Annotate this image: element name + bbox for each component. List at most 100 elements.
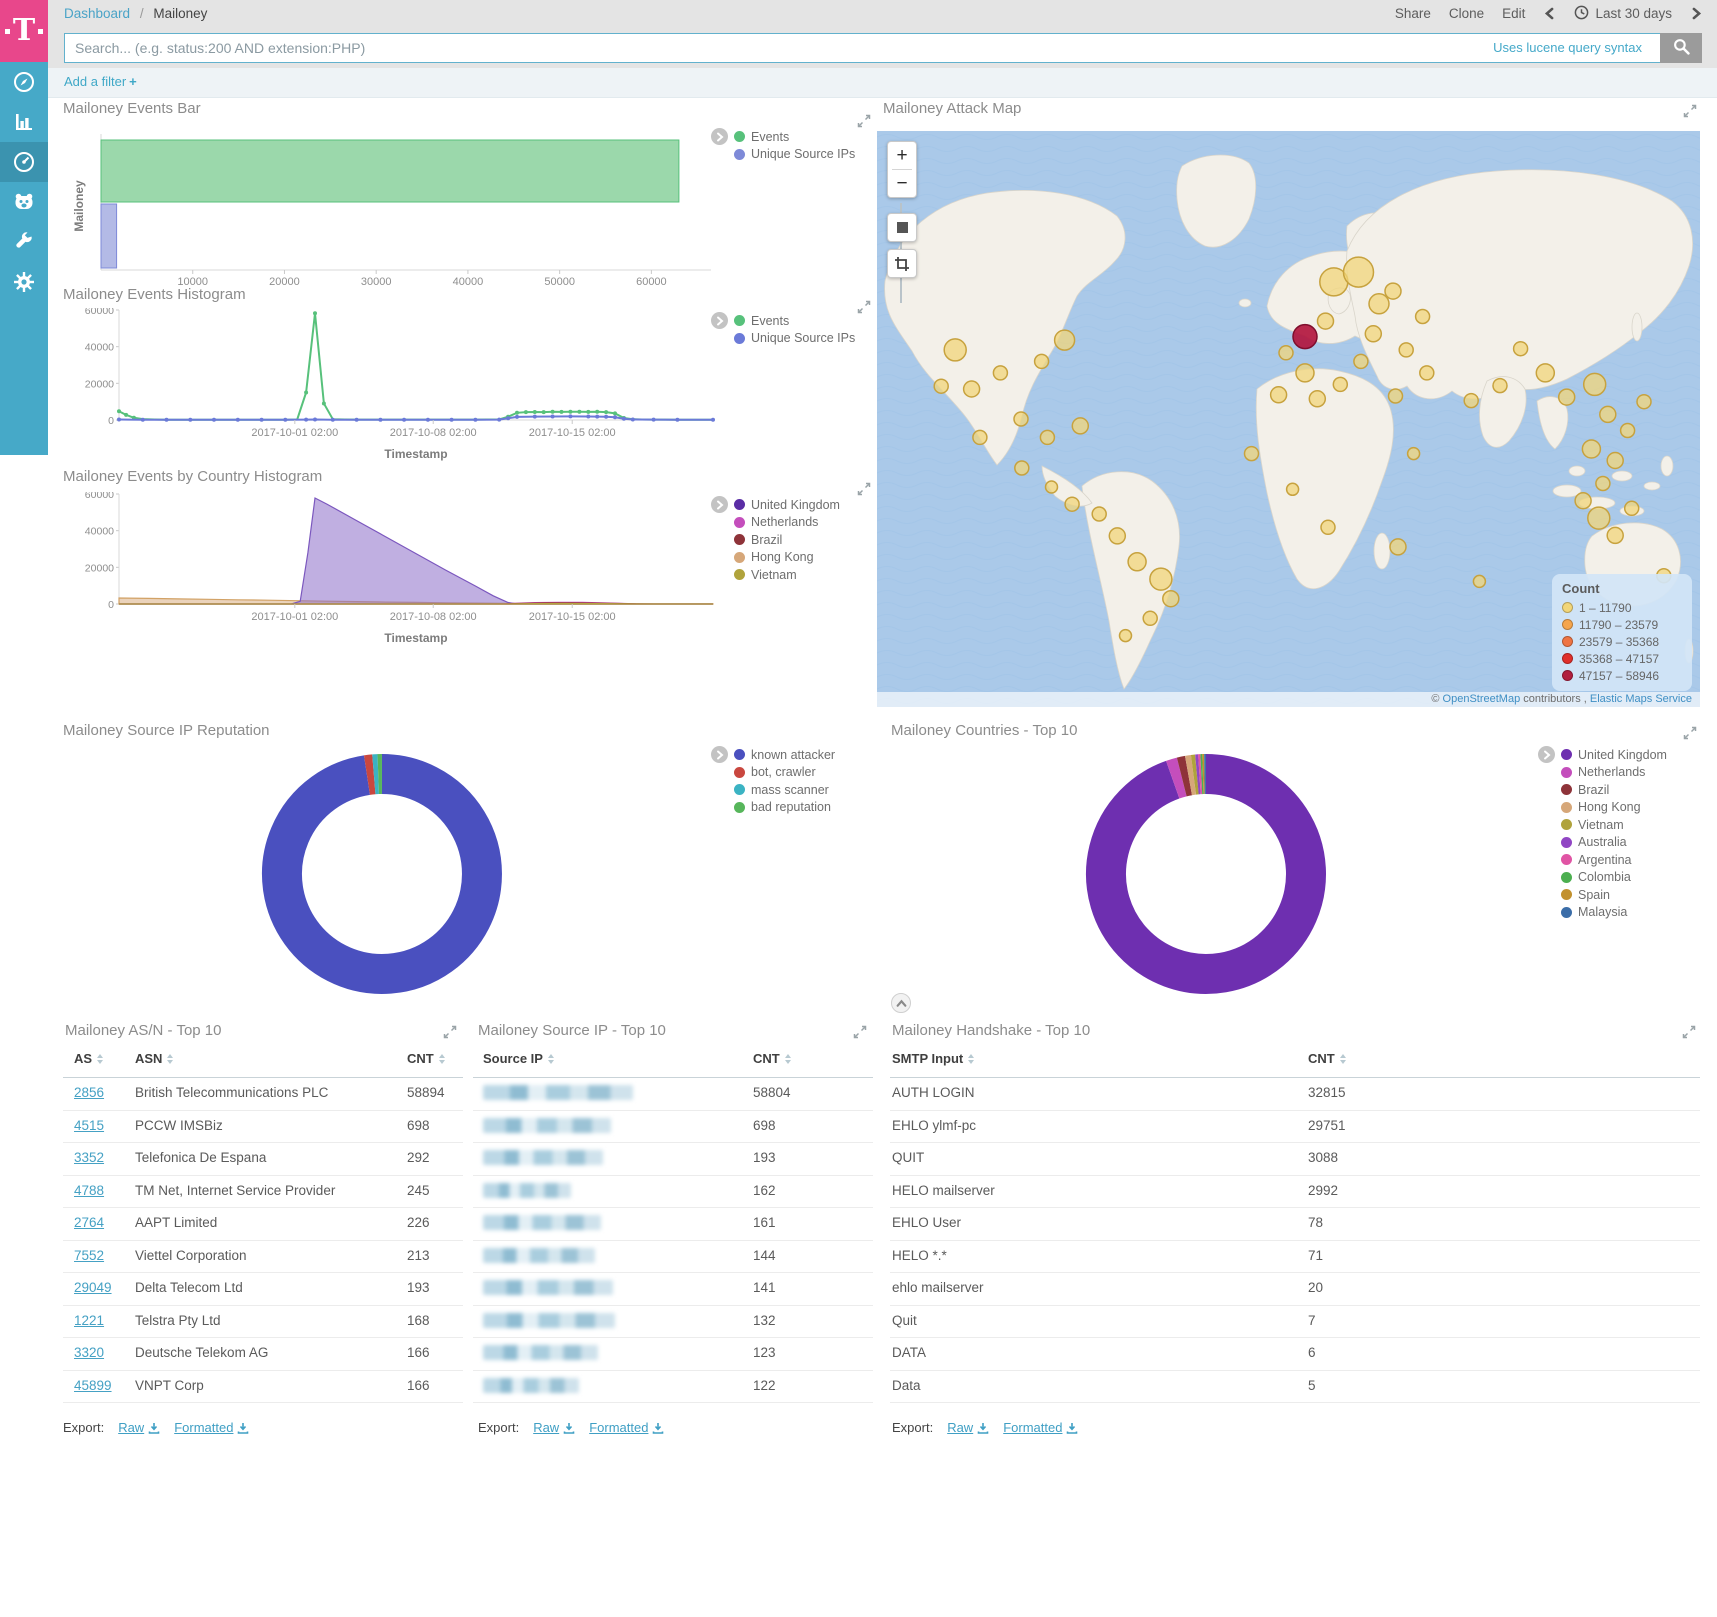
legend-toggle-icon[interactable] <box>1538 746 1555 763</box>
legend-item[interactable]: Events <box>734 128 855 146</box>
expand-icon[interactable] <box>443 1025 457 1044</box>
as-number-link[interactable]: 3352 <box>74 1150 105 1165</box>
clone-button[interactable]: Clone <box>1448 6 1485 21</box>
search-button[interactable] <box>1660 33 1702 63</box>
legend-item[interactable]: Spain <box>1561 886 1667 904</box>
as-number-link[interactable]: 2764 <box>74 1215 105 1230</box>
sidebar-item-t-pot[interactable] <box>0 182 48 222</box>
expand-icon[interactable] <box>857 300 871 319</box>
legend-item[interactable]: United Kingdom <box>1561 746 1667 764</box>
legend-item[interactable]: Vietnam <box>1561 816 1667 834</box>
column-header-source-ip[interactable]: Source IP <box>483 1051 555 1066</box>
legend-item[interactable]: Brazil <box>1561 781 1667 799</box>
column-header-asn[interactable]: ASN <box>135 1051 174 1066</box>
zoom-in-button[interactable]: + <box>896 144 908 166</box>
export-raw-link[interactable]: Raw <box>533 1420 575 1435</box>
asn-name: VNPT Corp <box>135 1377 204 1393</box>
legend-item[interactable]: Malaysia <box>1561 904 1667 922</box>
export-formatted-link[interactable]: Formatted <box>174 1420 249 1435</box>
legend-toggle-icon[interactable] <box>711 128 728 145</box>
search-input[interactable] <box>64 33 1660 63</box>
fit-bounds-control <box>887 213 917 242</box>
column-header-cnt[interactable]: CNT <box>753 1051 792 1066</box>
legend-item[interactable]: Hong Kong <box>1561 799 1667 817</box>
legend-item[interactable]: Brazil <box>734 531 840 549</box>
legend-item[interactable]: Australia <box>1561 834 1667 852</box>
sidebar-item-visualize[interactable] <box>0 102 48 142</box>
world-map[interactable]: + − Count 1 – 11790 11790 – 23579 23579 – 3… <box>877 131 1700 707</box>
add-filter-button[interactable]: Add a filter + <box>64 74 137 89</box>
legend-item[interactable]: Netherlands <box>734 514 840 532</box>
smtp-input-value: HELO mailserver <box>892 1182 995 1198</box>
lucene-syntax-link[interactable]: Uses lucene query syntax <box>1493 40 1642 55</box>
legend-item[interactable]: Unique Source IPs <box>734 330 855 348</box>
svg-text:Timestamp: Timestamp <box>384 631 447 645</box>
as-number-link[interactable]: 4515 <box>74 1117 105 1133</box>
zoom-out-button[interactable]: − <box>896 172 908 194</box>
sidebar-item-management[interactable] <box>0 262 48 302</box>
legend-item[interactable]: bot, crawler <box>734 764 835 782</box>
column-header-cnt[interactable]: CNT <box>1308 1051 1347 1066</box>
column-header-smtp-input[interactable]: SMTP Input <box>892 1051 975 1066</box>
legend-item[interactable]: bad reputation <box>734 799 835 817</box>
fit-bounds-button[interactable] <box>888 214 916 241</box>
legend-item[interactable]: Argentina <box>1561 851 1667 869</box>
expand-icon[interactable] <box>1683 726 1697 745</box>
legend-item[interactable]: Hong Kong <box>734 549 840 567</box>
legend-toggle-icon[interactable] <box>711 746 728 763</box>
legend-item[interactable]: mass scanner <box>734 781 835 799</box>
as-number-link[interactable]: 1221 <box>74 1312 105 1328</box>
legend-item[interactable]: Vietnam <box>734 566 840 584</box>
export-raw-link[interactable]: Raw <box>118 1420 160 1435</box>
elastic-maps-link[interactable]: Elastic Maps Service <box>1589 693 1692 705</box>
column-header-cnt[interactable]: CNT <box>407 1051 446 1066</box>
expand-icon[interactable] <box>1683 104 1697 123</box>
legend-item[interactable]: Netherlands <box>1561 764 1667 782</box>
smtp-input-value: DATA <box>892 1345 927 1360</box>
expand-icon[interactable] <box>1682 1025 1696 1044</box>
as-number-link[interactable]: 2856 <box>74 1085 105 1100</box>
sort-icon <box>438 1053 445 1064</box>
as-number-link[interactable]: 4788 <box>74 1182 105 1198</box>
export-formatted-link[interactable]: Formatted <box>1003 1420 1078 1435</box>
as-number-link[interactable]: 29049 <box>74 1280 112 1295</box>
legend-label: Brazil <box>1578 782 1610 797</box>
draw-rectangle-button[interactable] <box>888 250 916 277</box>
table-row: 7552 Viettel Corporation 213 <box>63 1241 463 1273</box>
legend-item[interactable]: Colombia <box>1561 869 1667 887</box>
column-header-as[interactable]: AS <box>74 1051 104 1066</box>
share-button[interactable]: Share <box>1394 6 1431 21</box>
as-number-link[interactable]: 45899 <box>74 1377 112 1393</box>
expand-icon[interactable] <box>857 114 871 133</box>
legend-toggle-icon[interactable] <box>711 312 728 329</box>
time-forward-button[interactable] <box>1690 7 1703 20</box>
edit-button[interactable]: Edit <box>1502 6 1526 21</box>
legend-toggle-icon[interactable] <box>711 496 728 513</box>
export-formatted-link[interactable]: Formatted <box>589 1420 664 1435</box>
time-back-button[interactable] <box>1543 7 1556 20</box>
sidebar-item-dev-tools[interactable] <box>0 222 48 262</box>
sidebar-item-discover[interactable] <box>0 62 48 102</box>
legend-item[interactable]: Events <box>734 312 855 330</box>
expand-icon[interactable] <box>853 1025 867 1044</box>
as-number-link[interactable]: 7552 <box>74 1247 105 1263</box>
table-row: 29049 Delta Telecom Ltd 193 <box>63 1273 463 1306</box>
as-number-link[interactable]: 3320 <box>74 1345 105 1360</box>
table-row: 3320 Deutsche Telekom AG 166 <box>63 1338 463 1371</box>
legend-item[interactable]: Unique Source IPs <box>734 146 855 164</box>
telekom-logo[interactable]: T <box>0 0 48 62</box>
legend-color-dot <box>1561 801 1572 813</box>
legend-item[interactable]: United Kingdom <box>734 496 840 514</box>
breadcrumb-dashboard-link[interactable]: Dashboard <box>64 6 131 21</box>
export-raw-link[interactable]: Raw <box>947 1420 989 1435</box>
time-range-picker[interactable]: Last 30 days <box>1574 5 1672 23</box>
legend-item[interactable]: known attacker <box>734 746 835 764</box>
attack-marker <box>1492 377 1508 394</box>
openstreetmap-link[interactable]: OpenStreetMap <box>1442 693 1521 705</box>
breadcrumb: Dashboard / Mailoney <box>64 6 207 21</box>
expand-icon[interactable] <box>857 482 871 501</box>
sidebar-item-dashboard[interactable] <box>0 142 48 182</box>
svg-text:2017-10-15 02:00: 2017-10-15 02:00 <box>529 427 616 439</box>
collapse-panel-button[interactable] <box>891 993 911 1013</box>
svg-text:2017-10-15 02:00: 2017-10-15 02:00 <box>529 611 616 623</box>
